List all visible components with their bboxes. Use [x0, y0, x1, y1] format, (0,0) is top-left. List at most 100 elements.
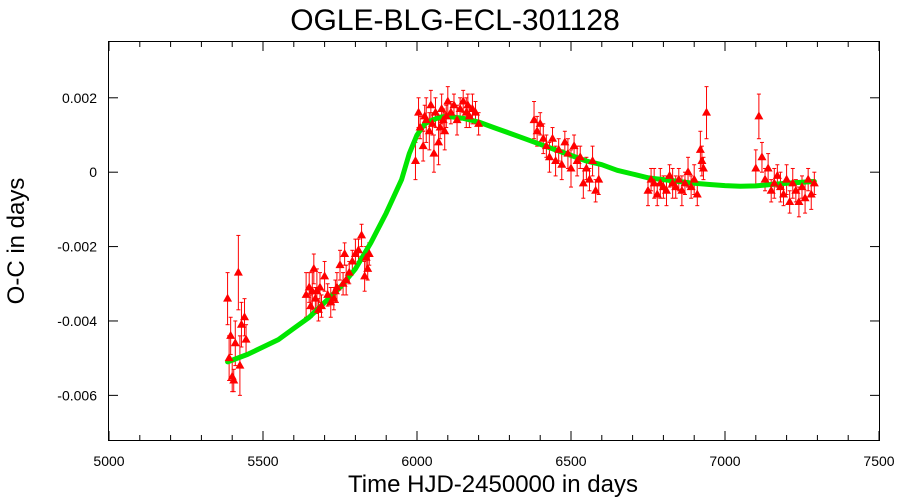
axis-tick-labels: 5000 5500 6000 6500 7000 7500 0.002 0 -0.002 -0.0… [57, 90, 894, 469]
data-point [424, 126, 434, 135]
data-point [803, 174, 813, 183]
data-point [809, 178, 819, 187]
data-point [754, 111, 764, 120]
data-point [791, 185, 801, 194]
data-point [344, 267, 354, 276]
data-point [427, 118, 437, 127]
data-point [229, 375, 239, 384]
data-point [455, 103, 465, 112]
data-point [584, 174, 594, 183]
data-point [323, 289, 333, 298]
data-point [364, 249, 374, 258]
data-point [235, 360, 245, 369]
data-point [538, 133, 548, 142]
data-point [429, 148, 439, 157]
y-axis-label: O-C in days [3, 178, 30, 305]
data-point [788, 178, 798, 187]
data-point [306, 301, 316, 310]
data-point [341, 275, 351, 284]
data-point [309, 263, 319, 272]
y-tick-label: -0.004 [57, 313, 97, 329]
x-tick-label: 6500 [555, 453, 586, 469]
data-point [643, 185, 653, 194]
data-point [441, 111, 451, 120]
data-point [649, 178, 659, 187]
data-point [797, 182, 807, 191]
data-point [357, 230, 367, 239]
data-point [320, 271, 330, 280]
chart-title: OGLE-BLG-ECL-301128 [290, 4, 620, 37]
data-point [575, 152, 585, 161]
data-point [751, 163, 761, 172]
data-point [340, 249, 350, 258]
y-tick-label: 0.002 [62, 90, 97, 106]
data-point [353, 245, 363, 254]
axis-ticks [108, 42, 880, 440]
y-tick-label: 0 [89, 164, 97, 180]
data-point [563, 148, 573, 157]
data-point [233, 267, 243, 276]
data-point [683, 167, 693, 176]
data-point [760, 174, 770, 183]
data-point [581, 163, 591, 172]
data-point [671, 182, 681, 191]
data-point [421, 115, 431, 124]
data-point [652, 189, 662, 198]
data-point [763, 163, 773, 172]
data-point [541, 141, 551, 150]
data-point [661, 185, 671, 194]
y-tick-label: -0.002 [57, 239, 97, 255]
data-point [695, 144, 705, 153]
data-point [471, 107, 481, 116]
data-point [566, 163, 576, 172]
data-point [698, 163, 708, 172]
data-point [548, 133, 558, 142]
data-point [332, 282, 342, 291]
x-tick-label: 7000 [709, 453, 740, 469]
fit-line [225, 113, 817, 365]
data-point [317, 301, 327, 310]
data-point [686, 182, 696, 191]
data-point [588, 156, 598, 165]
data-point [301, 289, 311, 298]
data-point [591, 185, 601, 194]
data-points [223, 96, 819, 384]
data-point [689, 174, 699, 183]
data-point [772, 170, 782, 179]
data-point [310, 293, 320, 302]
data-point [551, 156, 561, 165]
y-tick-label: -0.006 [57, 387, 97, 403]
data-point [230, 338, 240, 347]
data-point [800, 193, 810, 202]
data-point [557, 159, 567, 168]
data-point [452, 115, 462, 124]
error-bars [225, 86, 817, 396]
data-point [766, 185, 776, 194]
data-point [449, 100, 459, 109]
data-point [446, 107, 456, 116]
data-point [680, 178, 690, 187]
data-point [769, 178, 779, 187]
data-point [665, 170, 675, 179]
x-axis-label: Time HJD-2450000 in days [348, 471, 638, 498]
fit-curve [225, 113, 817, 365]
data-point [430, 107, 440, 116]
data-point [226, 330, 236, 339]
data-point [692, 189, 702, 198]
data-point [240, 312, 250, 321]
data-point [443, 96, 453, 105]
data-point [697, 156, 707, 165]
data-point [794, 196, 804, 205]
data-point [535, 118, 545, 127]
data-point [594, 174, 604, 183]
data-point [440, 126, 450, 135]
data-point [785, 196, 795, 205]
data-point [544, 152, 554, 161]
data-point [315, 282, 325, 291]
data-point [236, 319, 246, 328]
data-point [434, 137, 444, 146]
data-point [532, 126, 542, 135]
data-point [463, 100, 473, 109]
data-point [464, 111, 474, 120]
data-point [757, 152, 767, 161]
